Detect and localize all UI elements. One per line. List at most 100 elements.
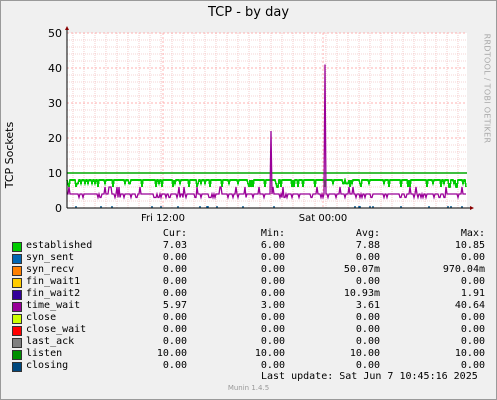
legend-avg: 0.00 — [355, 252, 380, 263]
legend-swatch — [12, 362, 22, 372]
legend-avg: 0.00 — [355, 360, 380, 371]
legend-swatch — [12, 242, 22, 252]
header-cur: Cur: — [162, 228, 187, 239]
legend-avg: 0.00 — [355, 312, 380, 323]
y-tick-label: 40 — [48, 62, 62, 75]
legend-swatch — [12, 278, 22, 288]
legend-cur: 0.00 — [162, 276, 187, 287]
legend-min: 0.00 — [260, 360, 285, 371]
legend-cur: 5.97 — [162, 300, 187, 311]
legend-cur: 10.00 — [156, 348, 187, 359]
legend-row-listen: listen 10.00 10.00 10.00 10.00 — [12, 348, 492, 360]
axes — [65, 26, 474, 210]
legend-swatch — [12, 266, 22, 276]
plot-background — [67, 33, 467, 208]
legend-cur: 0.00 — [162, 336, 187, 347]
y-tick-label: 10 — [48, 167, 62, 180]
legend-min: 0.00 — [260, 276, 285, 287]
legend-avg: 0.00 — [355, 276, 380, 287]
x-tick-label: Fri 12:00 — [141, 213, 185, 224]
legend-cur: 0.00 — [162, 312, 187, 323]
legend-min: 0.00 — [260, 336, 285, 347]
legend-name: established — [26, 240, 93, 251]
legend-row-close-wait: close_wait 0.00 0.00 0.00 0.00 — [12, 324, 492, 336]
x-axis-arrow — [470, 206, 474, 210]
legend-table: Cur: Min: Avg: Max: established 7.03 6.00 7… — [12, 228, 492, 372]
legend-row-established: established 7.03 6.00 7.88 10.85 — [12, 240, 492, 252]
x-tick-labels: Fri 12:00 Sat 00:00 — [141, 213, 347, 224]
y-axis-arrow — [65, 26, 69, 30]
y-tick-labels: 0 10 20 30 40 50 — [48, 27, 62, 215]
y-tick-label: 30 — [48, 97, 62, 110]
legend-min: 10.00 — [254, 348, 285, 359]
legend-max: 10.00 — [454, 348, 485, 359]
legend-avg: 7.88 — [355, 240, 380, 251]
legend-max: 0.00 — [460, 252, 485, 263]
legend-name: fin_wait1 — [26, 276, 81, 287]
legend-avg: 0.00 — [355, 324, 380, 335]
legend-cur: 0.00 — [162, 252, 187, 263]
legend-swatch — [12, 350, 22, 360]
y-tick-label: 0 — [55, 202, 62, 215]
legend-swatch — [12, 326, 22, 336]
series-established — [66, 177, 467, 188]
legend-min: 6.00 — [260, 240, 285, 251]
legend-row-syn-recv: syn_recv 0.00 0.00 50.07m 970.04m — [12, 264, 492, 276]
legend-min: 0.00 — [260, 312, 285, 323]
legend-name: fin_wait2 — [26, 288, 81, 299]
legend-max: 10.85 — [454, 240, 485, 251]
legend-avg: 10.00 — [349, 348, 380, 359]
legend-max: 0.00 — [460, 276, 485, 287]
legend-row-last-ack: last_ack 0.00 0.00 0.00 0.00 — [12, 336, 492, 348]
legend-max: 40.64 — [454, 300, 485, 311]
legend-row-fin-wait1: fin_wait1 0.00 0.00 0.00 0.00 — [12, 276, 492, 288]
legend-cur: 0.00 — [162, 360, 187, 371]
y-tick-label: 20 — [48, 132, 62, 145]
legend-name: syn_sent — [26, 252, 75, 263]
header-max: Max: — [460, 228, 485, 239]
legend-min: 0.00 — [260, 324, 285, 335]
legend-name: close — [26, 312, 57, 323]
legend-avg: 10.93m — [343, 288, 380, 299]
x-tick-label: Sat 00:00 — [299, 213, 347, 224]
legend-max: 0.00 — [460, 336, 485, 347]
legend-name: last_ack — [26, 336, 75, 347]
legend-avg: 50.07m — [343, 264, 380, 275]
legend-avg: 3.61 — [355, 300, 380, 311]
chart-title: TCP - by day — [207, 5, 290, 20]
legend-swatch — [12, 254, 22, 264]
legend-name: listen — [26, 348, 63, 359]
legend-swatch — [12, 338, 22, 348]
legend-row-syn-sent: syn_sent 0.00 0.00 0.00 0.00 — [12, 252, 492, 264]
legend-name: syn_recv — [26, 264, 75, 275]
legend-name: closing — [26, 360, 69, 371]
legend-row-close: close 0.00 0.00 0.00 0.00 — [12, 312, 492, 324]
legend-max: 0.00 — [460, 324, 485, 335]
series-time-wait — [67, 64, 466, 200]
legend-cur: 0.00 — [162, 324, 187, 335]
legend-max: 970.04m — [442, 264, 485, 275]
last-update: Last update: Sat Jun 7 10:45:16 2025 — [261, 371, 478, 382]
legend-min: 3.00 — [260, 300, 285, 311]
legend-cur: 7.03 — [162, 240, 187, 251]
legend-cur: 0.00 — [162, 264, 187, 275]
legend-min: 0.00 — [260, 264, 285, 275]
munin-version: Munin 1.4.5 — [227, 384, 270, 392]
legend-row-fin-wait2: fin_wait2 0.00 0.00 10.93m 1.91 — [12, 288, 492, 300]
legend-header: Cur: Min: Avg: Max: — [12, 228, 492, 240]
legend-max: 1.91 — [460, 288, 485, 299]
legend-max: 0.00 — [460, 312, 485, 323]
legend-min: 0.00 — [260, 252, 285, 263]
header-avg: Avg: — [355, 228, 380, 239]
legend-row-closing: closing 0.00 0.00 0.00 0.00 — [12, 360, 492, 372]
legend-cur: 0.00 — [162, 288, 187, 299]
legend-swatch — [12, 290, 22, 300]
legend-name: time_wait — [26, 300, 81, 311]
legend-swatch — [12, 302, 22, 312]
plot-area — [67, 33, 467, 208]
legend-swatch — [12, 314, 22, 324]
legend-min: 0.00 — [260, 288, 285, 299]
header-min: Min: — [260, 228, 285, 239]
legend-row-time-wait: time_wait 5.97 3.00 3.61 40.64 — [12, 300, 492, 312]
